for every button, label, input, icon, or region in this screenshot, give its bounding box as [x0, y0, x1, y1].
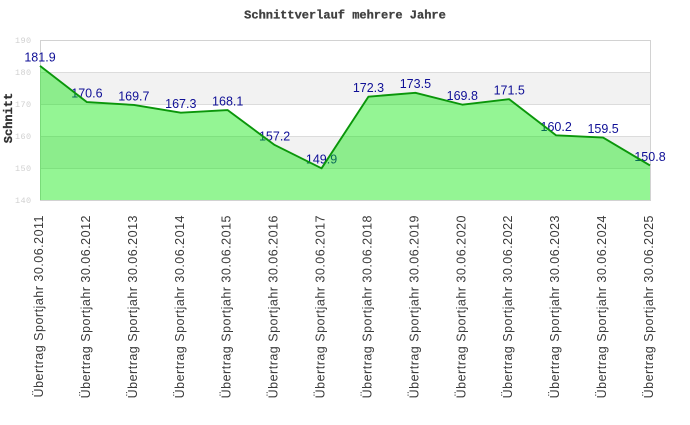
svg-text:Übertrag Sportjahr 30.06.2024: Übertrag Sportjahr 30.06.2024: [595, 215, 609, 398]
svg-text:Übertrag Sportjahr 30.06.2015: Übertrag Sportjahr 30.06.2015: [220, 215, 234, 398]
svg-text:Übertrag Sportjahr 30.06.2019: Übertrag Sportjahr 30.06.2019: [407, 215, 421, 398]
svg-text:170: 170: [15, 100, 32, 110]
svg-text:Übertrag Sportjahr 30.06.2020: Übertrag Sportjahr 30.06.2020: [454, 215, 468, 398]
svg-text:Übertrag Sportjahr 30.06.2025: Übertrag Sportjahr 30.06.2025: [642, 215, 656, 398]
svg-text:181.9: 181.9: [24, 50, 55, 64]
svg-text:160: 160: [15, 132, 32, 142]
svg-text:Übertrag Sportjahr 30.06.2016: Übertrag Sportjahr 30.06.2016: [267, 215, 281, 398]
svg-text:172.3: 172.3: [353, 81, 384, 95]
svg-text:140: 140: [15, 196, 32, 206]
svg-text:Übertrag Sportjahr 30.06.2018: Übertrag Sportjahr 30.06.2018: [360, 215, 374, 398]
svg-text:Übertrag Sportjahr 30.06.2023: Übertrag Sportjahr 30.06.2023: [548, 215, 562, 398]
svg-text:Übertrag Sportjahr 30.06.2013: Übertrag Sportjahr 30.06.2013: [126, 215, 140, 398]
svg-text:Übertrag Sportjahr 30.06.2012: Übertrag Sportjahr 30.06.2012: [79, 215, 93, 398]
svg-text:168.1: 168.1: [212, 94, 243, 108]
svg-text:169.8: 169.8: [447, 89, 478, 103]
svg-text:167.3: 167.3: [165, 97, 196, 111]
svg-text:169.7: 169.7: [118, 89, 149, 103]
svg-text:Schnittverlauf mehrere Jahre: Schnittverlauf mehrere Jahre: [244, 9, 446, 23]
svg-text:Übertrag Sportjahr 30.06.2011: Übertrag Sportjahr 30.06.2011: [32, 215, 46, 397]
svg-text:Übertrag Sportjahr 30.06.2017: Übertrag Sportjahr 30.06.2017: [314, 215, 328, 398]
svg-text:Übertrag Sportjahr 30.06.2022: Übertrag Sportjahr 30.06.2022: [501, 215, 515, 398]
svg-text:Schnitt: Schnitt: [2, 93, 16, 143]
svg-text:150: 150: [15, 164, 32, 174]
svg-text:173.5: 173.5: [400, 77, 431, 91]
svg-text:180: 180: [15, 68, 32, 78]
svg-text:171.5: 171.5: [494, 84, 525, 98]
svg-text:Übertrag Sportjahr 30.06.2014: Übertrag Sportjahr 30.06.2014: [173, 215, 187, 398]
svg-text:159.5: 159.5: [587, 122, 618, 136]
svg-text:190: 190: [15, 36, 32, 46]
